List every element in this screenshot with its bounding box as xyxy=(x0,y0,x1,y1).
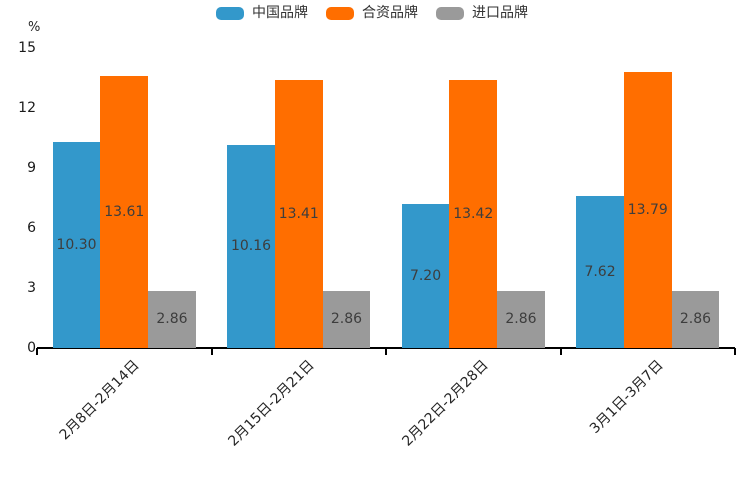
x-axis-tick-mark xyxy=(385,348,387,355)
bar-中国品牌-3 xyxy=(401,204,450,348)
bar-value-label: 2.86 xyxy=(679,311,712,328)
bar-中国品牌-2 xyxy=(227,144,275,348)
bar-进口品牌-4 xyxy=(671,290,720,348)
x-tick-label: 2月8日-2月14日 xyxy=(56,357,143,444)
legend-item-label: 进口品牌 xyxy=(472,5,528,21)
x-axis-tick-mark xyxy=(36,348,38,355)
bar-value-label: 13.79 xyxy=(627,202,668,219)
legend: 中国品牌 合资品牌 进口品牌 xyxy=(0,6,744,20)
x-axis-tick-mark xyxy=(210,348,213,355)
bar-value-label: 2.86 xyxy=(330,311,363,328)
bar-value-label: 13.61 xyxy=(104,203,145,220)
x-tick-label: 2月22日-2月28日 xyxy=(399,357,492,450)
bar-合资品牌-4 xyxy=(623,72,672,348)
y-tick-label: 15 xyxy=(18,40,36,56)
legend-item-label: 合资品牌 xyxy=(362,5,418,21)
bar-进口品牌-1 xyxy=(148,290,196,348)
x-tick-label: 3月1日-3月7日 xyxy=(586,357,667,437)
y-tick-label: 12 xyxy=(18,100,36,116)
bar-进口品牌-2 xyxy=(322,290,371,348)
legend-item-3[interactable]: 进口品牌 xyxy=(436,6,528,20)
bar-value-label: 7.20 xyxy=(409,268,442,284)
bar-合资品牌-2 xyxy=(274,79,323,348)
legend-item-2[interactable]: 合资品牌 xyxy=(326,6,418,20)
legend-swatch-icon xyxy=(436,6,464,20)
legend-swatch-icon xyxy=(216,6,244,20)
legend-item-1[interactable]: 中国品牌 xyxy=(216,6,308,20)
bar-value-label: 7.62 xyxy=(584,263,616,280)
y-tick-label: 0 xyxy=(27,340,36,356)
y-tick-label: 6 xyxy=(27,220,36,236)
bar-中国品牌-4 xyxy=(576,195,624,348)
bar-合资品牌-1 xyxy=(100,75,149,348)
x-axis-tick-mark xyxy=(734,348,736,355)
bar-中国品牌-1 xyxy=(52,142,101,348)
bar-value-label: 10.30 xyxy=(56,237,97,253)
bar-value-label: 2.86 xyxy=(156,311,188,328)
y-axis-unit-label: % xyxy=(28,20,41,35)
bar-value-label: 13.41 xyxy=(278,205,319,222)
bar-value-label: 13.42 xyxy=(453,205,494,222)
legend-swatch-icon xyxy=(326,6,354,20)
bar-合资品牌-3 xyxy=(449,79,498,348)
bar-value-label: 10.16 xyxy=(230,238,272,255)
bar-进口品牌-3 xyxy=(497,290,545,348)
y-tick-label: 3 xyxy=(27,280,36,296)
bar-value-label: 2.86 xyxy=(505,311,537,328)
legend-item-label: 中国品牌 xyxy=(252,5,308,21)
x-tick-label: 2月15日-2月21日 xyxy=(225,357,318,450)
x-axis-tick-mark xyxy=(559,348,562,355)
y-tick-label: 9 xyxy=(27,160,36,176)
